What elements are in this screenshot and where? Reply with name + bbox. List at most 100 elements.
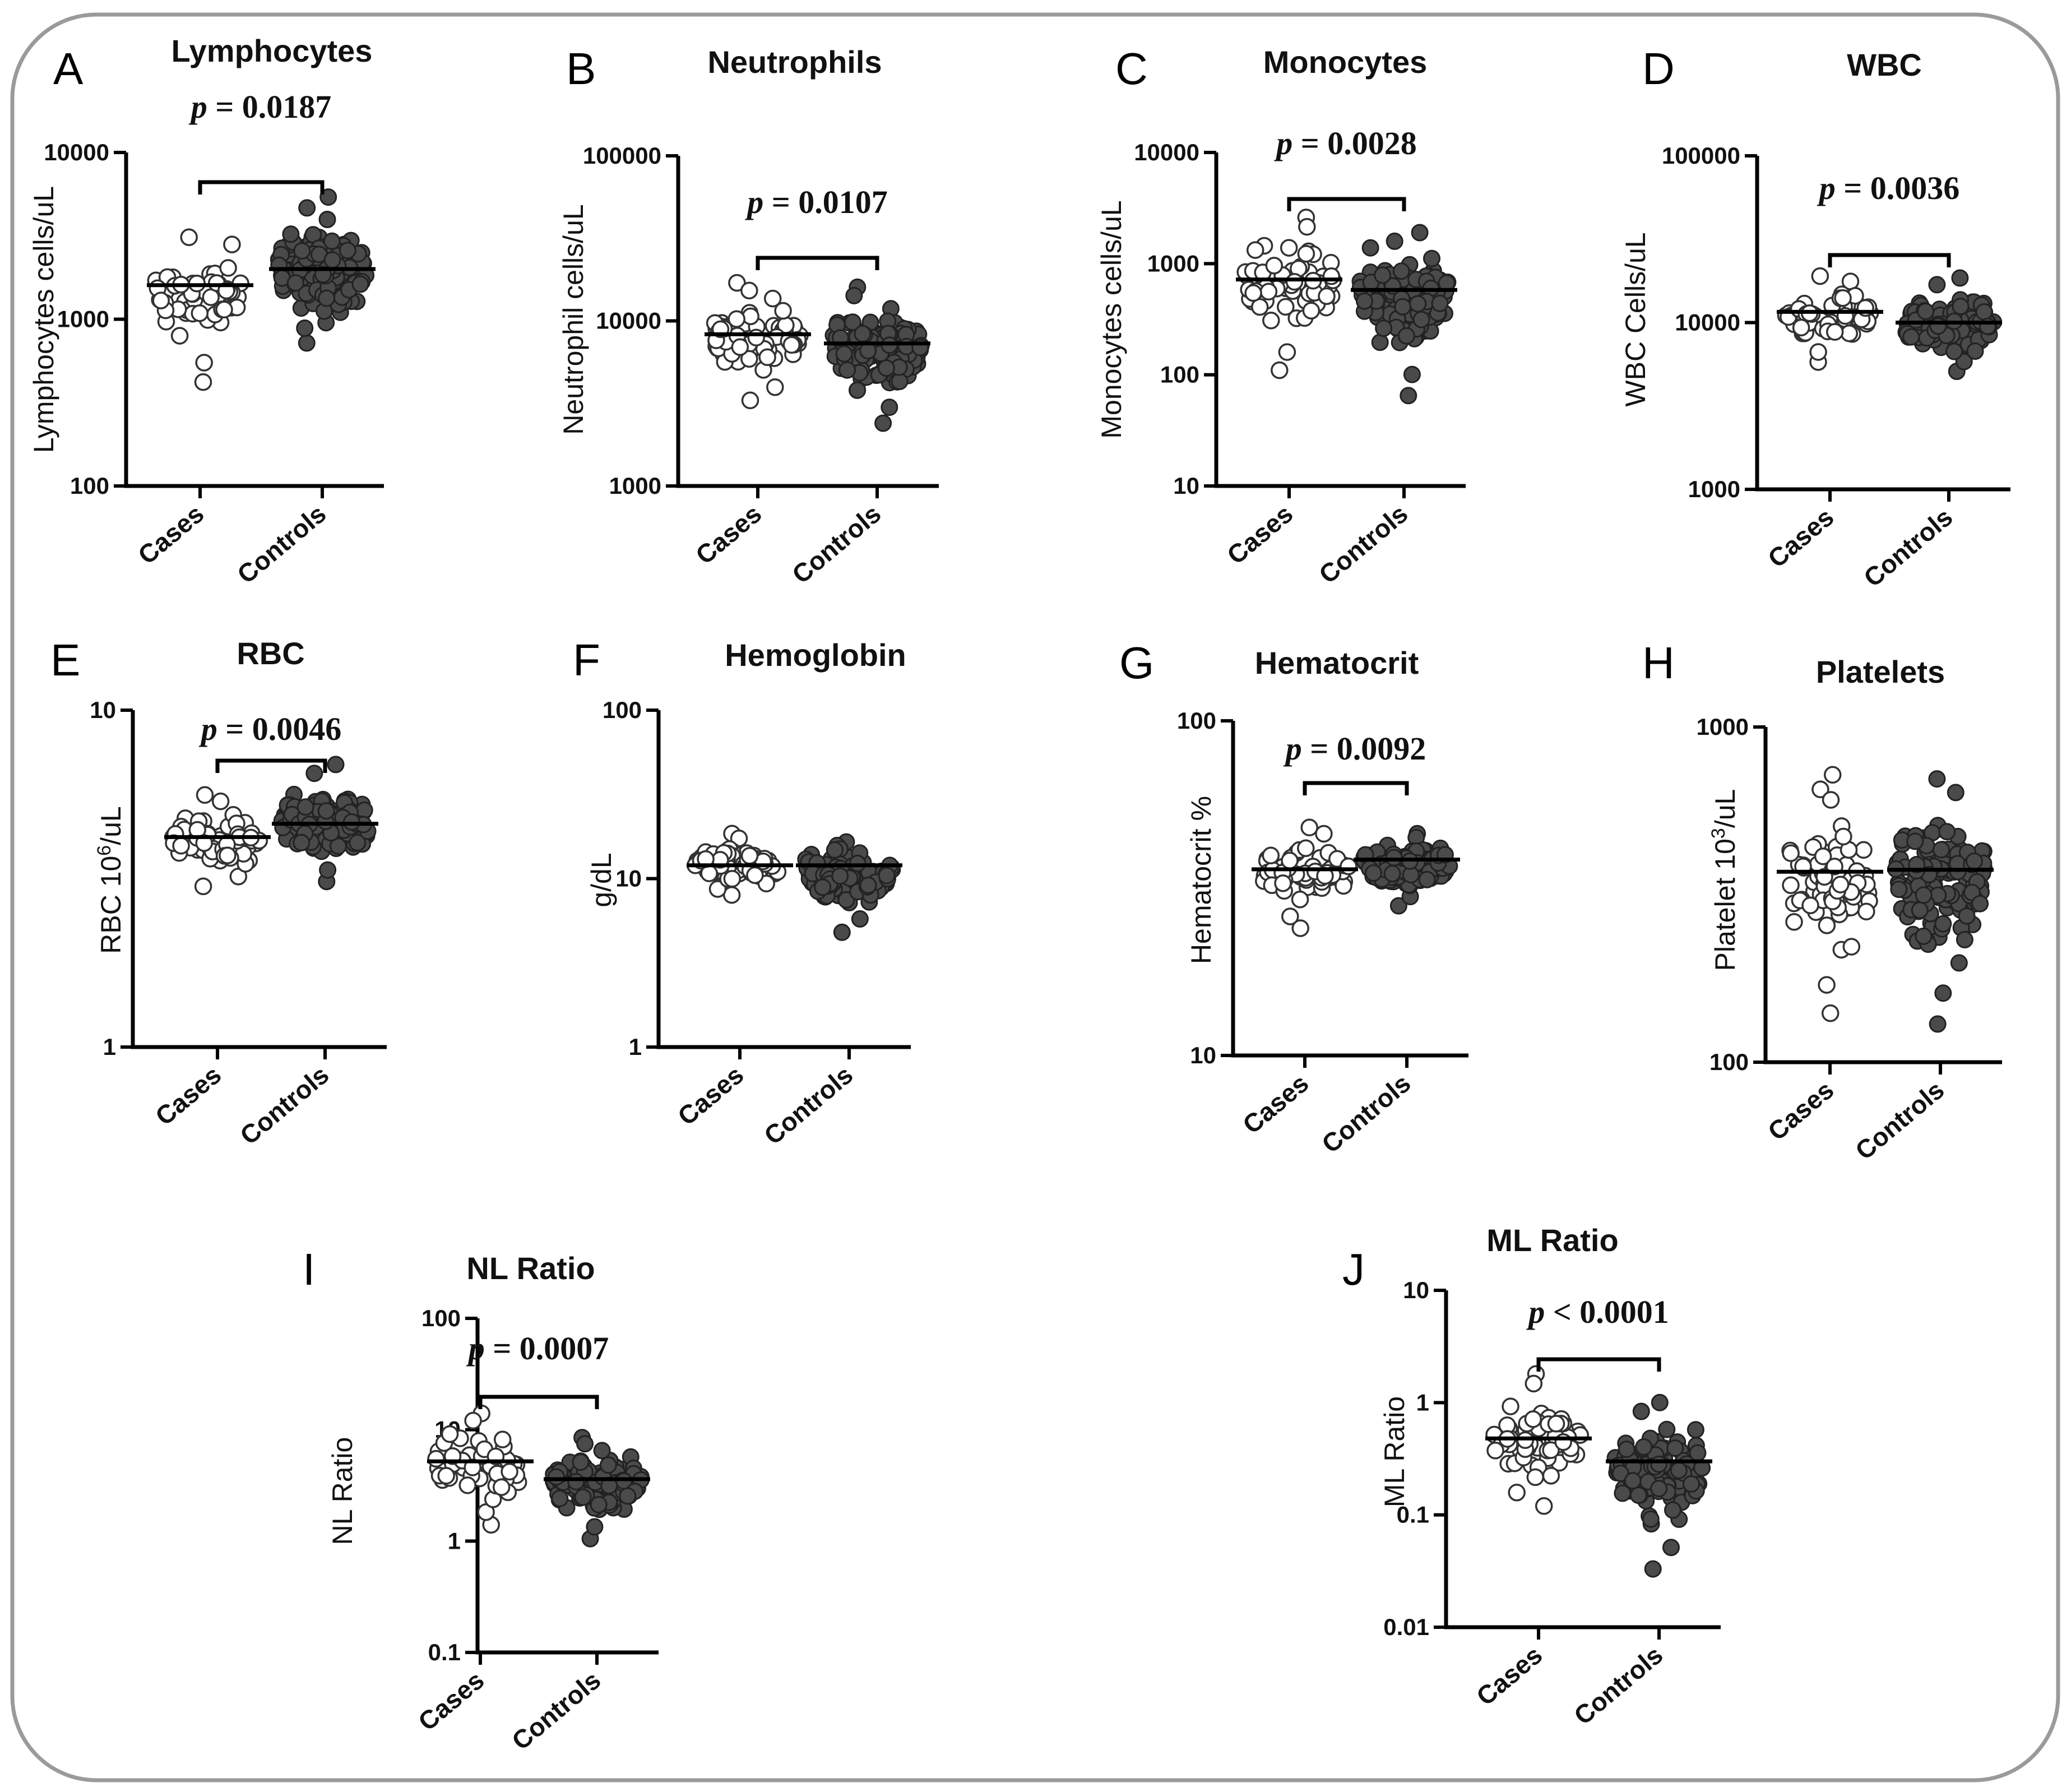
data-point xyxy=(219,846,237,864)
y-tick-label: 10000 xyxy=(1134,139,1199,165)
data-point xyxy=(835,345,853,363)
data-point xyxy=(838,361,856,379)
data-point xyxy=(172,837,190,855)
data-point xyxy=(215,300,233,319)
data-point xyxy=(339,242,356,260)
data-point xyxy=(1618,1441,1636,1458)
data-point xyxy=(1651,1393,1669,1411)
data-point xyxy=(1394,298,1412,316)
data-point xyxy=(1262,846,1280,865)
data-point xyxy=(1917,303,1935,320)
data-point xyxy=(1280,239,1298,257)
data-point xyxy=(1966,342,1984,360)
data-point xyxy=(1915,927,1933,945)
data-point xyxy=(298,199,316,217)
data-point xyxy=(323,232,341,250)
data-point xyxy=(1526,1468,1545,1487)
data-point xyxy=(1842,938,1861,956)
y-tick-label: 100 xyxy=(603,697,642,723)
panel-letter: D xyxy=(1642,44,1675,94)
data-point xyxy=(881,399,898,416)
data-point xyxy=(1291,919,1309,937)
data-point xyxy=(599,1456,617,1474)
y-tick-label: 10 xyxy=(1190,1042,1216,1068)
chart-title: Lymphocytes xyxy=(172,33,373,68)
data-point xyxy=(1782,844,1800,862)
data-point xyxy=(318,211,336,228)
data-point xyxy=(1365,864,1382,882)
chart-title: ML Ratio xyxy=(1486,1223,1618,1258)
data-point xyxy=(282,225,300,243)
data-point xyxy=(1826,323,1844,341)
data-point xyxy=(572,1453,590,1471)
y-tick-label: 100 xyxy=(1160,362,1199,388)
data-point xyxy=(1635,1438,1653,1456)
data-point xyxy=(1785,913,1803,931)
data-point xyxy=(1525,1374,1543,1393)
data-point xyxy=(293,834,311,851)
data-point xyxy=(298,334,316,352)
data-point xyxy=(548,1468,565,1486)
data-point xyxy=(1934,915,1952,933)
data-point xyxy=(1262,312,1280,330)
data-point xyxy=(1250,298,1269,316)
y-axis-label: Lymphocytes cells/uL xyxy=(28,186,59,453)
data-point xyxy=(437,1467,455,1485)
data-point xyxy=(1975,303,1993,321)
y-axis-label: Monocytes cells/uL xyxy=(1096,200,1127,438)
data-point xyxy=(731,338,749,356)
data-point xyxy=(1792,318,1810,337)
panel-letter: G xyxy=(1119,638,1154,688)
data-point xyxy=(195,354,213,372)
significance-bracket xyxy=(215,758,327,773)
panel-letter: A xyxy=(53,44,84,94)
p-value-label: p = 0.0007 xyxy=(466,1330,609,1367)
y-axis-label: Platelet 103/uL xyxy=(1708,789,1741,971)
chart-title: Hemoglobin xyxy=(725,637,906,673)
data-point xyxy=(170,327,189,345)
data-point xyxy=(351,275,369,293)
data-point xyxy=(891,372,909,390)
data-point xyxy=(1389,897,1407,915)
data-point xyxy=(1650,1455,1668,1473)
data-point xyxy=(1822,791,1840,809)
data-point xyxy=(1906,832,1924,850)
data-point xyxy=(1411,224,1429,242)
data-point xyxy=(1801,896,1819,914)
data-point xyxy=(723,870,742,888)
p-value-label: p < 0.0001 xyxy=(1526,1294,1669,1330)
data-point xyxy=(1361,239,1379,257)
p-value-label: p = 0.0107 xyxy=(744,184,888,220)
data-point xyxy=(831,867,849,885)
data-point xyxy=(1911,901,1929,919)
p-value-label: p = 0.0092 xyxy=(1283,730,1426,767)
data-point xyxy=(1300,818,1318,837)
data-point xyxy=(814,878,832,896)
data-point xyxy=(1392,262,1410,280)
data-point xyxy=(1951,269,1969,287)
data-point xyxy=(1246,241,1264,259)
significance-bracket xyxy=(1287,197,1406,211)
data-point xyxy=(427,1450,445,1468)
data-point xyxy=(1542,1466,1560,1485)
significance-bracket xyxy=(1828,253,1951,267)
chart-title: RBC xyxy=(237,636,304,671)
data-point xyxy=(833,923,851,941)
y-tick-label: 10 xyxy=(1403,1277,1429,1303)
data-point xyxy=(740,281,758,300)
data-point xyxy=(296,319,314,337)
data-point xyxy=(1403,365,1421,383)
data-point xyxy=(1535,1497,1553,1515)
data-point xyxy=(1821,1004,1840,1022)
data-point xyxy=(1315,825,1333,843)
y-axis-label: Hematocrit % xyxy=(1185,796,1217,964)
data-point xyxy=(180,228,198,247)
data-point xyxy=(1809,343,1827,361)
data-point xyxy=(464,1411,482,1430)
data-point xyxy=(1929,1015,1947,1033)
data-point xyxy=(1642,1510,1660,1528)
data-point xyxy=(1244,284,1262,302)
y-tick-label: 1000 xyxy=(1688,476,1740,502)
y-tick-label: 10000 xyxy=(44,139,109,165)
